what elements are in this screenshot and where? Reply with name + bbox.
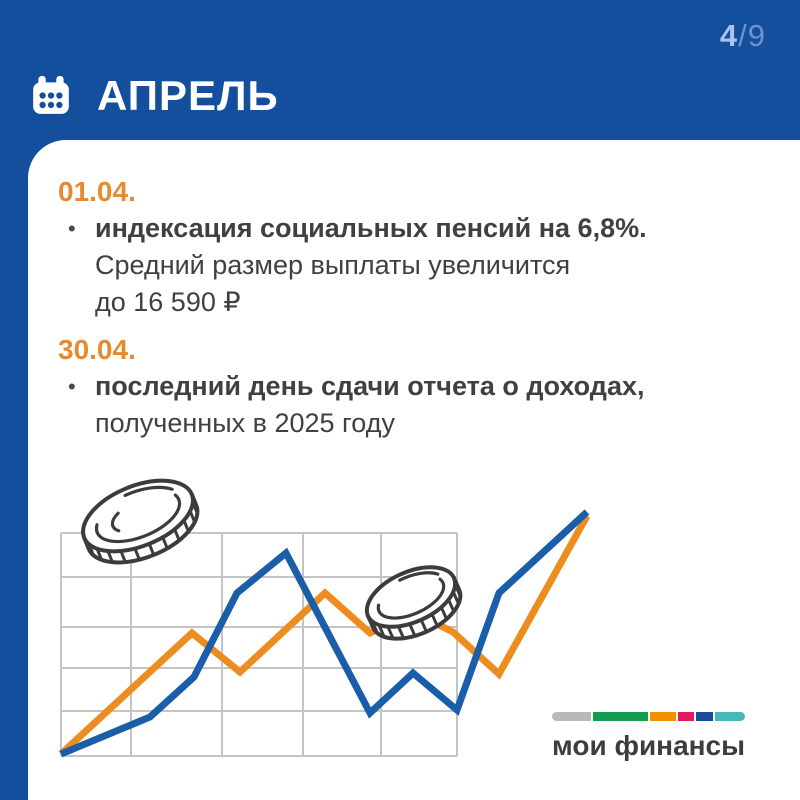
event-text: индексация социальных пенсий на 6,8%. Ср… — [95, 210, 647, 321]
bullet-dot-icon: • — [68, 374, 76, 399]
page-indicator-current: 4 — [719, 18, 739, 53]
page-indicator-total: /9 — [738, 18, 766, 53]
logo-bar-segment — [650, 712, 676, 721]
header: АПРЕЛЬ — [30, 72, 279, 120]
event-line: полученных в 2025 году — [95, 408, 395, 438]
page-indicator: 4/9 — [720, 18, 766, 54]
event-text: последний день сдачи отчета о доходах, п… — [95, 368, 644, 442]
page-title: АПРЕЛЬ — [97, 72, 279, 119]
logo-bar-segment — [715, 712, 745, 721]
event-date: 30.04. — [58, 334, 136, 365]
logo-bar-segment — [593, 712, 648, 721]
event-line: до 16 590 ₽ — [95, 287, 241, 317]
event-date: 01.04. — [58, 176, 136, 207]
logo-bar — [552, 712, 748, 721]
event-row: • индексация социальных пенсий на 6,8%. … — [68, 210, 780, 321]
logo-bar-segment — [678, 712, 694, 721]
event-title: последний день сдачи отчета о доходах, — [95, 371, 645, 401]
content-card: 01.04. • индексация социальных пенсий на… — [28, 140, 800, 800]
event-line: Средний размер выплаты увеличится — [95, 250, 571, 280]
bullet-dot-icon: • — [68, 216, 76, 241]
logo-bar-segment — [696, 712, 713, 721]
logo: мои финансы — [552, 712, 748, 762]
events-list: 01.04. • индексация социальных пенсий на… — [28, 140, 800, 442]
event-item: 30.04. • последний день сдачи отчета о д… — [58, 332, 780, 442]
event-row: • последний день сдачи отчета о доходах,… — [68, 368, 780, 442]
event-title: индексация социальных пенсий на 6,8%. — [95, 213, 647, 243]
calendar-icon — [33, 76, 69, 114]
event-item: 01.04. • индексация социальных пенсий на… — [58, 174, 780, 321]
logo-text: мои финансы — [552, 730, 746, 761]
logo-bar-segment — [552, 712, 591, 721]
